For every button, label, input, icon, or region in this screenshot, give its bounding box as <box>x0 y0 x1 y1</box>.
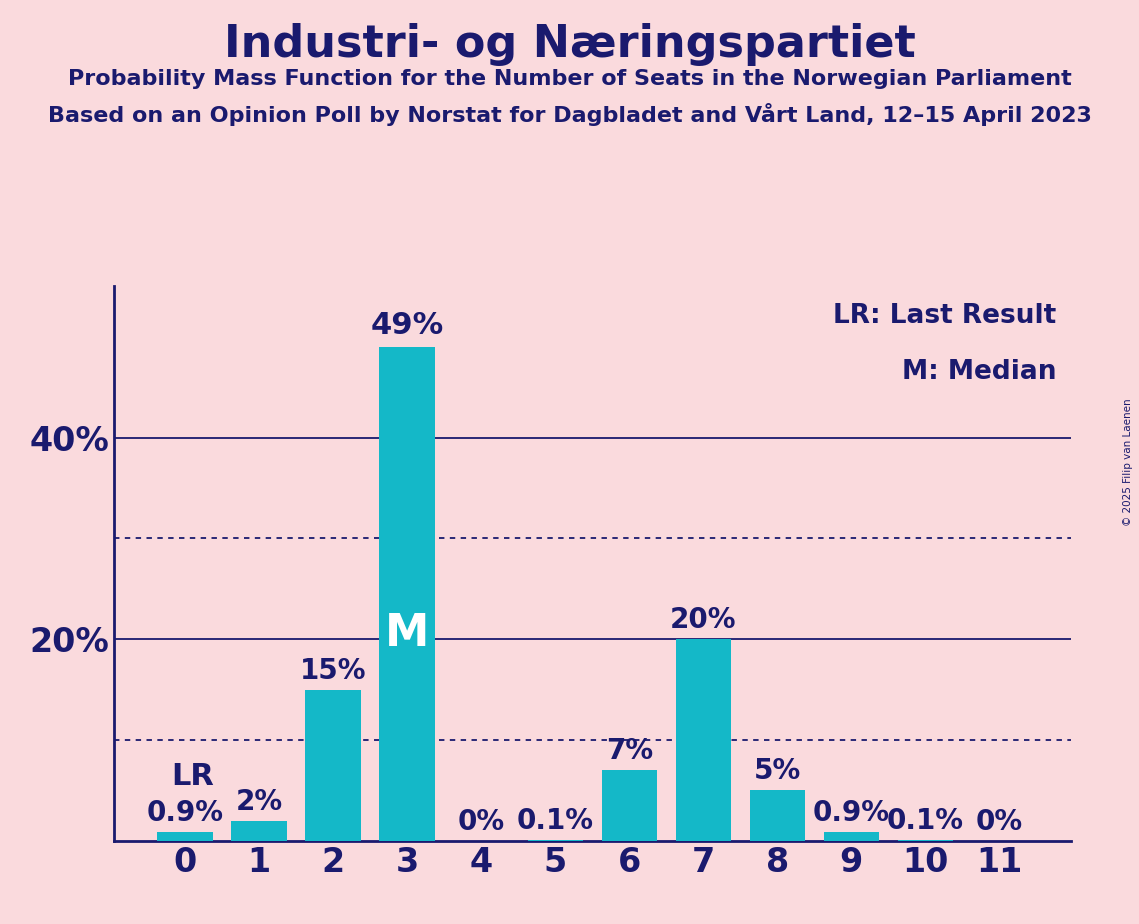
Text: © 2025 Filip van Laenen: © 2025 Filip van Laenen <box>1123 398 1133 526</box>
Text: 0%: 0% <box>458 808 505 836</box>
Text: 5%: 5% <box>754 758 801 785</box>
Text: LR: Last Result: LR: Last Result <box>833 303 1056 329</box>
Text: M: M <box>385 612 429 655</box>
Text: Based on an Opinion Poll by Norstat for Dagbladet and Vårt Land, 12–15 April 202: Based on an Opinion Poll by Norstat for … <box>48 103 1091 127</box>
Bar <box>231 821 287 841</box>
Text: Industri- og Næringspartiet: Industri- og Næringspartiet <box>223 23 916 67</box>
Bar <box>527 840 583 841</box>
Bar <box>898 840 953 841</box>
Text: M: Median: M: Median <box>902 359 1056 384</box>
Bar <box>601 771 657 841</box>
Text: 49%: 49% <box>370 310 444 340</box>
Text: 0.9%: 0.9% <box>147 798 223 827</box>
Text: LR: LR <box>171 762 214 792</box>
Bar <box>379 346 435 841</box>
Text: 0.1%: 0.1% <box>517 807 593 834</box>
Text: 2%: 2% <box>236 787 282 816</box>
Text: Probability Mass Function for the Number of Seats in the Norwegian Parliament: Probability Mass Function for the Number… <box>67 69 1072 90</box>
Bar <box>675 639 731 841</box>
Text: 0%: 0% <box>976 808 1023 836</box>
Bar <box>305 689 361 841</box>
Bar <box>823 832 879 841</box>
Bar <box>157 832 213 841</box>
Text: 20%: 20% <box>670 606 737 634</box>
Text: 0.1%: 0.1% <box>887 807 964 834</box>
Bar <box>749 790 805 841</box>
Text: 7%: 7% <box>606 737 653 765</box>
Text: 0.9%: 0.9% <box>813 798 890 827</box>
Text: 15%: 15% <box>300 657 367 685</box>
